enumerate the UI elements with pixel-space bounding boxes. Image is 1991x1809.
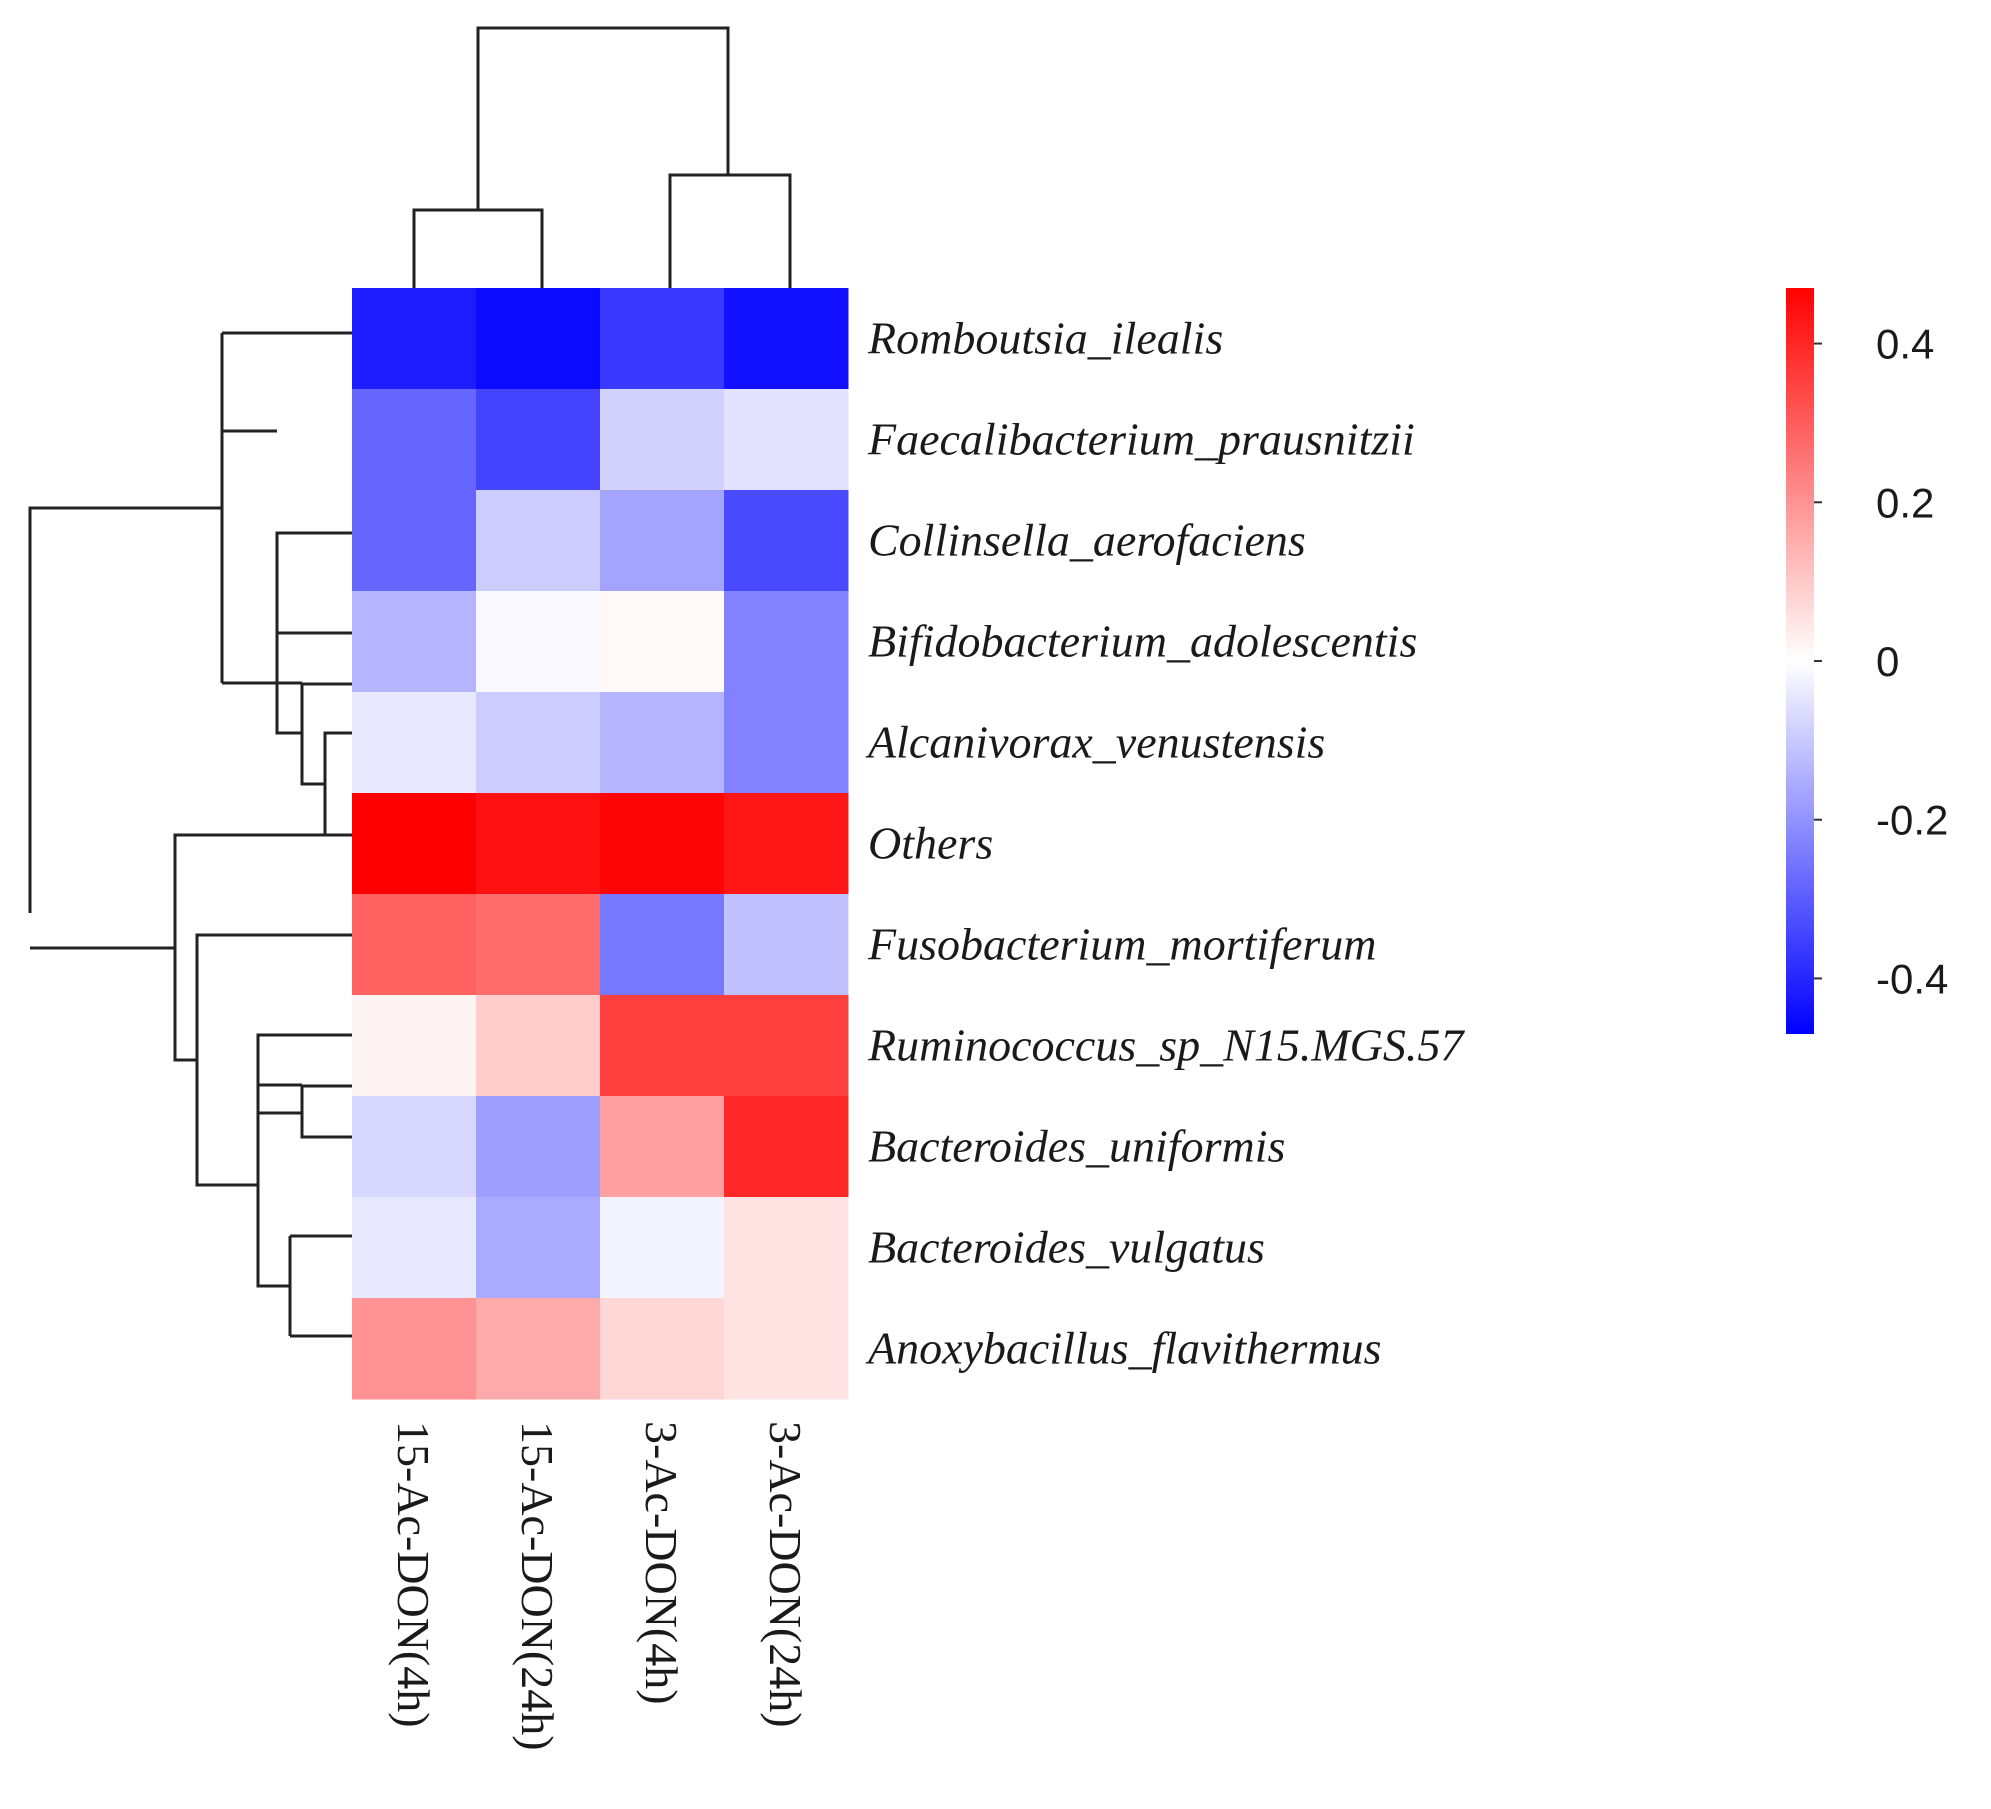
column-label: 15-Ac-DON(24h) [512, 1421, 563, 1751]
heatmap-cell [724, 389, 849, 491]
row-label: Bifidobacterium_adolescentis [868, 616, 1417, 667]
heatmap-cell [600, 1197, 725, 1299]
row-labels: Romboutsia_ilealis Faecalibacterium_praus… [865, 313, 1465, 1374]
heatmap-cell [476, 389, 601, 491]
column-dendrogram-branches [412, 26, 792, 288]
heatmap-cell [724, 793, 849, 895]
heatmap-cell [352, 288, 477, 390]
heatmap-cell [476, 288, 601, 390]
heatmap-cell [476, 490, 601, 592]
heatmap-cell [600, 288, 725, 390]
heatmap-cell [352, 1096, 477, 1198]
legend-tick-label: 0.4 [1876, 321, 1934, 368]
row-label: Romboutsia_ilealis [867, 313, 1223, 364]
row-dendrogram-branches [28, 331, 352, 1338]
column-label: 3-Ac-DON(4h) [636, 1421, 687, 1705]
legend-tick-label: -0.2 [1876, 797, 1948, 844]
heatmap-cell [476, 894, 601, 996]
row-label: Others [868, 818, 993, 869]
heatmap-cell [476, 591, 601, 693]
column-dendrogram [412, 26, 792, 288]
heatmap-cell [352, 1197, 477, 1299]
heatmap-cell [600, 692, 725, 794]
heatmap-cell [476, 1197, 601, 1299]
heatmap-cell [600, 995, 725, 1097]
row-label: Anoxybacillus_flavithermus [865, 1323, 1382, 1374]
heatmap-cell [476, 995, 601, 1097]
color-legend-ticks: 0.4 0.2 0 -0.2 -0.4 [1814, 321, 1948, 1002]
heatmap-cell [352, 793, 477, 895]
heatmap-cell [352, 389, 477, 491]
column-label: 3-Ac-DON(24h) [760, 1421, 811, 1728]
heatmap-cell [724, 1298, 849, 1400]
heatmap-cell [476, 793, 601, 895]
row-label: Ruminococcus_sp_N15.MGS.57 [867, 1020, 1465, 1071]
legend-tick-label: 0.2 [1876, 479, 1934, 526]
row-label: Bacteroides_uniformis [868, 1121, 1285, 1172]
heatmap-cell [600, 490, 725, 592]
heatmap-cell [724, 490, 849, 592]
legend-tick-label: 0 [1876, 638, 1899, 685]
color-legend: 0.4 0.2 0 -0.2 -0.4 [1786, 288, 1948, 1034]
heatmap-cell [600, 1096, 725, 1198]
column-label: 15-Ac-DON(4h) [388, 1421, 439, 1728]
heatmap-cell [600, 1298, 725, 1400]
column-labels: 15-Ac-DON(4h) 15-Ac-DON(24h) 3-Ac-DON(4h) 3… [388, 1421, 811, 1751]
heatmap-cell [352, 995, 477, 1097]
heatmap-cell [724, 1096, 849, 1198]
heatmap-cell [600, 793, 725, 895]
heatmap-cell [724, 894, 849, 996]
legend-tick-label: -0.4 [1876, 955, 1948, 1002]
heatmap-cell [600, 389, 725, 491]
row-label: Collinsella_aerofaciens [868, 515, 1306, 566]
row-label: Bacteroides_vulgatus [868, 1222, 1265, 1273]
heatmap-cell [600, 894, 725, 996]
heatmap-cell [352, 692, 477, 794]
row-label: Fusobacterium_mortiferum [867, 919, 1377, 970]
heatmap-cell [352, 1298, 477, 1400]
color-legend-bar [1786, 288, 1814, 1034]
heatmap-cell [724, 288, 849, 390]
heatmap-cell [476, 692, 601, 794]
row-label: Alcanivorax_venustensis [865, 717, 1325, 768]
heatmap-cell [352, 490, 477, 592]
heatmap-cell [476, 1096, 601, 1198]
heatmap-cell [724, 591, 849, 693]
heatmap-cell [352, 894, 477, 996]
heatmap-cell [352, 591, 477, 693]
row-dendrogram [28, 331, 352, 1338]
heatmap-cell [724, 1197, 849, 1299]
heatmap-cell [724, 995, 849, 1097]
heatmap-cell [476, 1298, 601, 1400]
heatmap-cell [600, 591, 725, 693]
row-label: Faecalibacterium_prausnitzii [867, 414, 1415, 465]
heatmap-cells [352, 288, 849, 1400]
heatmap-cell [724, 692, 849, 794]
